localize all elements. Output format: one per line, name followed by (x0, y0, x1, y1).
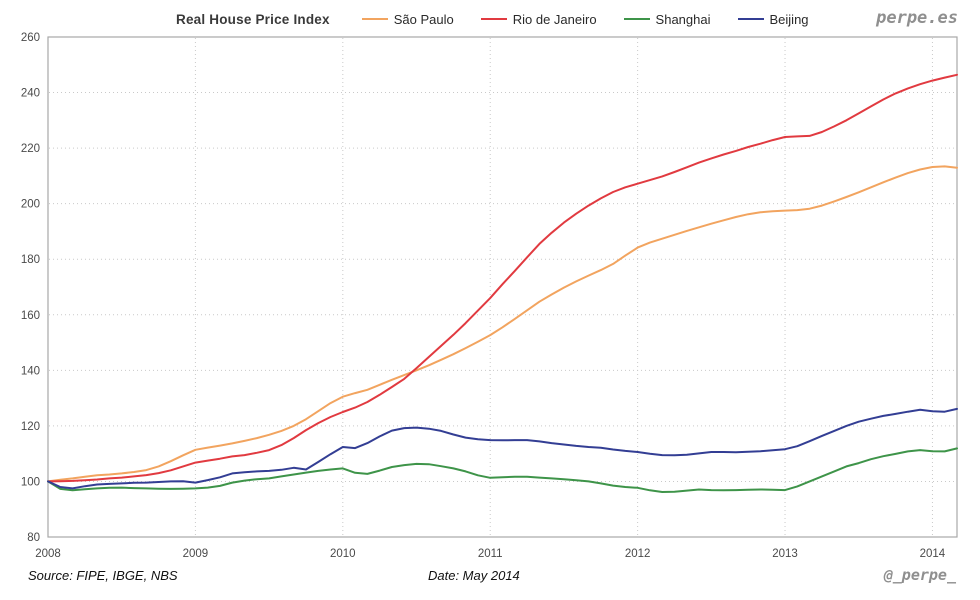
series-line-shanghai (47, 447, 958, 493)
y-tick-label: 220 (21, 143, 40, 155)
chart-header: Real House Price Index São Paulo Rio de J… (0, 6, 980, 32)
legend-swatch (623, 18, 650, 20)
x-tick-label: 2009 (183, 548, 209, 560)
y-tick-label: 200 (21, 199, 40, 211)
legend-item-3: Beijing (737, 11, 809, 27)
x-tick-label: 2008 (35, 548, 61, 560)
watermark-handle: @_perpe_ (883, 566, 956, 584)
y-tick-label: 260 (21, 32, 40, 44)
legend-item-1: Rio de Janeiro (480, 11, 597, 27)
series-line-beijing (47, 407, 958, 490)
y-tick-label: 80 (27, 532, 40, 544)
x-tick-label: 2013 (772, 548, 798, 560)
chart-footer: Source: FIPE, IBGE, NBS Date: May 2014 @… (0, 566, 980, 590)
legend: São Paulo Rio de Janeiro Shanghai Beijing (361, 11, 836, 27)
x-tick-label: 2014 (920, 548, 946, 560)
legend-label: Rio de Janeiro (512, 11, 597, 27)
legend-item-0: São Paulo (361, 11, 454, 27)
date-note: Date: May 2014 (428, 568, 520, 583)
legend-swatch (361, 18, 388, 20)
legend-label: Shanghai (655, 11, 711, 27)
series-line-rio-de-janeiro (47, 73, 958, 483)
series-line-são-paulo (47, 165, 958, 483)
legend-swatch (737, 18, 764, 20)
x-tick-label: 2012 (625, 548, 651, 560)
x-tick-label: 2010 (330, 548, 356, 560)
chart-title: Real House Price Index (176, 11, 330, 27)
legend-item-2: Shanghai (623, 11, 711, 27)
y-tick-label: 120 (21, 421, 40, 433)
y-tick-label: 180 (21, 254, 40, 266)
y-tick-label: 100 (21, 476, 40, 488)
legend-label: São Paulo (393, 11, 454, 27)
x-tick-label: 2011 (478, 548, 503, 560)
plot-border (47, 36, 958, 538)
legend-swatch (480, 18, 507, 20)
y-tick-label: 140 (21, 365, 40, 377)
source-note: Source: FIPE, IBGE, NBS (28, 568, 178, 583)
y-tick-label: 160 (21, 310, 40, 322)
legend-label: Beijing (769, 11, 809, 27)
y-tick-label: 240 (21, 88, 40, 100)
watermark-site: perpe.es (876, 8, 958, 28)
